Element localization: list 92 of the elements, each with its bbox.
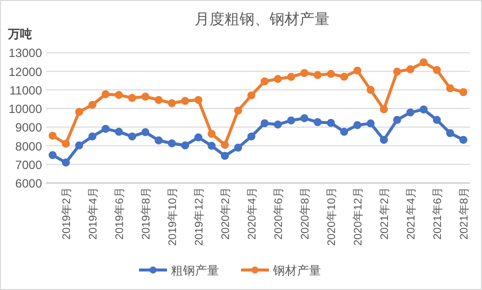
y-tick-label: 8000 [15,139,42,154]
x-tick-label: 2019年2月 [60,187,73,240]
point [62,140,70,148]
point [141,128,150,136]
point [194,96,202,104]
y-tick-label: 11000 [10,83,42,98]
point [75,108,84,116]
point [260,119,269,128]
point [48,151,57,160]
point [353,66,362,75]
legend-label: 粗钢产量 [171,264,219,278]
x-tick-label: 2020年8月 [299,187,312,240]
x-tick-label: 2019年4月 [87,187,100,240]
point [380,105,388,114]
y-tick-label: 7000 [15,158,42,172]
point [234,106,242,115]
point [220,152,229,160]
x-tick-label: 2021年8月 [458,187,470,240]
point [274,74,282,83]
x-tick-label: 2019年8月 [140,187,152,240]
y-tick-label: 13000 [8,46,42,60]
x-tick-label: 2020年4月 [246,187,258,240]
point [168,99,176,108]
point [446,129,454,138]
point [247,132,256,140]
point [314,71,322,80]
x-tick-label: 2019年6月 [114,187,126,240]
point [287,116,296,124]
point [300,68,308,77]
point [406,108,414,116]
y-tick-label: 6000 [15,176,42,190]
point [300,114,308,122]
point [274,120,282,129]
point [194,133,202,142]
point [154,136,163,144]
point [102,124,110,133]
y-tick-label: 9000 [15,120,42,135]
point [62,158,70,167]
point [366,86,375,94]
point [393,68,402,76]
x-tick-label: 2021年4月 [405,187,418,240]
point [420,58,428,66]
x-tick-label: 2020年10月 [326,187,338,246]
point [340,72,348,81]
point [432,116,441,124]
x-tick-label: 2020年2月 [220,187,232,240]
point [459,136,468,144]
x-tick-label: 2020年12月 [352,187,364,246]
y-tick-label: 10000 [8,102,42,116]
point [260,77,269,86]
x-tick-label: 2019年12月 [193,187,206,246]
point [247,91,256,100]
point [353,121,362,130]
x-tick-label: 2021年6月 [432,187,444,240]
point [154,96,163,104]
point [420,105,428,114]
point [287,72,296,81]
point [340,128,348,136]
x-tick-label: 2019年10月 [166,187,179,246]
point [128,132,136,140]
chart-title: 月度粗钢、钢材产量 [194,11,330,28]
point [446,84,454,92]
x-tick-label: 2020年6月 [272,187,285,240]
point [234,144,242,152]
point [168,139,176,148]
point [326,118,335,127]
point [128,94,136,102]
y-tick-label: 12000 [8,64,42,79]
legend-label: 钢材产量 [272,264,321,278]
point [114,128,123,136]
point [366,119,375,128]
point [88,100,96,109]
y-axis-title: 万吨 [7,27,32,41]
point [432,66,441,74]
point [208,142,216,150]
point [181,96,190,105]
point [326,70,335,78]
point [220,140,229,149]
point [406,65,414,74]
point [181,141,190,150]
point [141,92,150,101]
point [75,141,84,150]
point [114,90,123,99]
point [102,90,110,98]
x-tick-label: 2021年2月 [378,187,391,240]
point [314,118,322,126]
point [393,116,402,124]
point [208,130,216,138]
point [88,132,96,140]
point [380,136,388,144]
point [459,88,468,96]
point [48,132,57,140]
